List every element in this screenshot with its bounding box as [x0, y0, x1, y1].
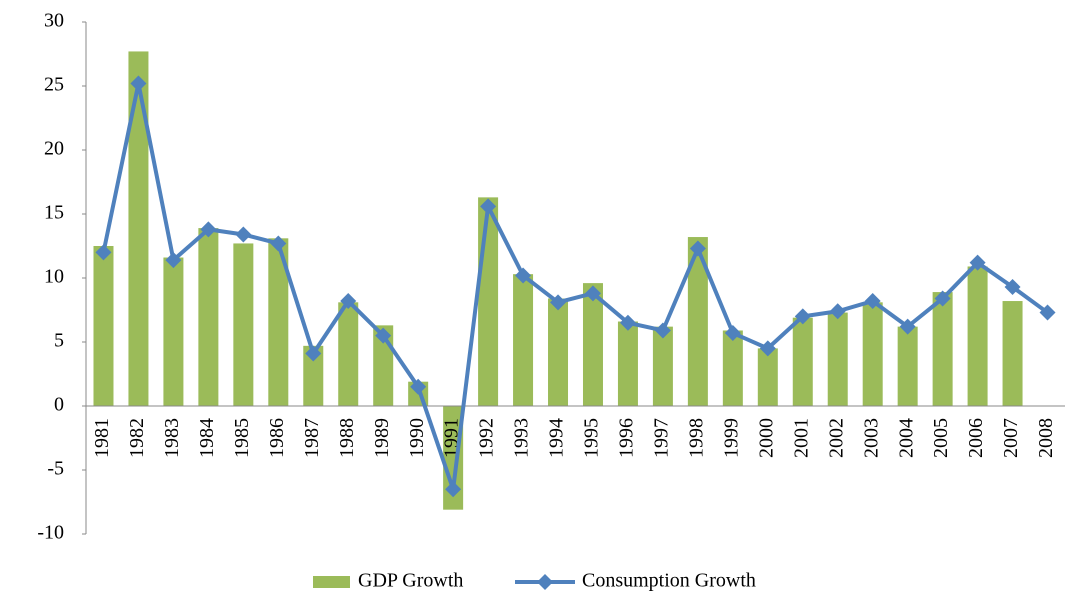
marker	[899, 318, 916, 335]
marker	[445, 481, 462, 498]
bar	[827, 312, 848, 406]
bar	[268, 238, 289, 406]
y-tick-label: 5	[54, 330, 64, 352]
legend-label: Consumption Growth	[582, 570, 756, 592]
marker	[550, 294, 567, 311]
bar	[722, 330, 743, 406]
bar	[757, 348, 778, 406]
marker	[270, 235, 287, 252]
marker	[235, 226, 252, 243]
x-tick-label: 1993	[511, 418, 533, 458]
marker	[340, 293, 357, 310]
x-tick-label: 2003	[860, 418, 882, 458]
y-tick-label: -5	[47, 458, 64, 480]
bar	[303, 345, 324, 406]
bar	[617, 321, 638, 406]
x-tick-label: 1994	[546, 418, 568, 458]
marker	[934, 290, 951, 307]
x-tick-label: 2002	[825, 418, 847, 458]
bar	[443, 406, 464, 510]
marker	[1004, 278, 1021, 295]
x-tick-label: 1989	[371, 418, 393, 458]
x-tick-label: 1982	[126, 418, 148, 458]
marker	[794, 308, 811, 325]
bar	[897, 326, 918, 406]
marker	[200, 221, 217, 238]
y-tick-label: 10	[44, 266, 64, 288]
marker	[969, 254, 986, 271]
x-tick-label: 1986	[266, 418, 288, 458]
bar	[478, 197, 499, 406]
y-tick-label: 15	[44, 202, 64, 224]
marker	[584, 285, 601, 302]
x-tick-label: 1985	[231, 418, 253, 458]
legend-marker	[537, 574, 553, 590]
x-tick-label: 1987	[301, 418, 323, 458]
legend-label: GDP Growth	[358, 570, 463, 592]
bar	[862, 302, 883, 406]
x-tick-label: 2001	[790, 418, 812, 458]
marker	[654, 322, 671, 339]
x-tick-label: 1997	[651, 418, 673, 458]
bar	[128, 51, 149, 406]
marker	[1039, 304, 1056, 321]
bar	[513, 274, 534, 406]
marker	[515, 267, 532, 284]
bar	[687, 237, 708, 406]
x-tick-label: 2000	[755, 418, 777, 458]
bar	[792, 317, 813, 406]
x-tick-label: 1995	[581, 418, 603, 458]
bar	[548, 298, 569, 406]
line	[101, 83, 1049, 490]
x-tick-label: 1998	[685, 418, 707, 458]
bar	[338, 302, 359, 406]
bar	[932, 292, 953, 406]
x-tick-label: 1984	[196, 418, 218, 458]
y-tick-label: -10	[37, 522, 64, 544]
marker	[864, 293, 881, 310]
marker	[95, 244, 112, 261]
x-tick-label: 1992	[476, 418, 498, 458]
x-tick-label: 1999	[720, 418, 742, 458]
x-tick-label: 2004	[895, 418, 917, 458]
y-tick-label: 0	[54, 394, 64, 416]
marker	[689, 240, 706, 257]
bar	[1002, 301, 1023, 406]
y-tick-label: 30	[44, 10, 64, 32]
y-tick-label: 20	[44, 138, 64, 160]
marker	[130, 75, 147, 92]
marker	[480, 198, 497, 215]
y-tick-label: 25	[44, 74, 64, 96]
x-tick-label: 1996	[616, 418, 638, 458]
bar	[93, 246, 114, 406]
x-tick-label: 1990	[406, 418, 428, 458]
marker	[375, 327, 392, 344]
marker	[165, 252, 182, 269]
bar	[967, 266, 988, 406]
marker	[724, 325, 741, 342]
marker	[410, 378, 427, 395]
x-tick-label: 2006	[965, 418, 987, 458]
x-tick-label: 1983	[161, 418, 183, 458]
x-tick-label: 1988	[336, 418, 358, 458]
bar	[198, 228, 219, 406]
bar	[652, 326, 673, 406]
bar	[163, 257, 184, 406]
x-tick-label: 2007	[1000, 418, 1022, 458]
x-tick-label: 1981	[91, 418, 113, 458]
marker	[759, 340, 776, 357]
bar	[233, 243, 254, 406]
marker	[829, 303, 846, 320]
marker	[305, 345, 322, 362]
marker	[619, 314, 636, 331]
x-tick-label: 2008	[1035, 418, 1057, 458]
x-tick-label: 2005	[930, 418, 952, 458]
legend-swatch	[313, 576, 350, 588]
bar	[582, 283, 603, 406]
